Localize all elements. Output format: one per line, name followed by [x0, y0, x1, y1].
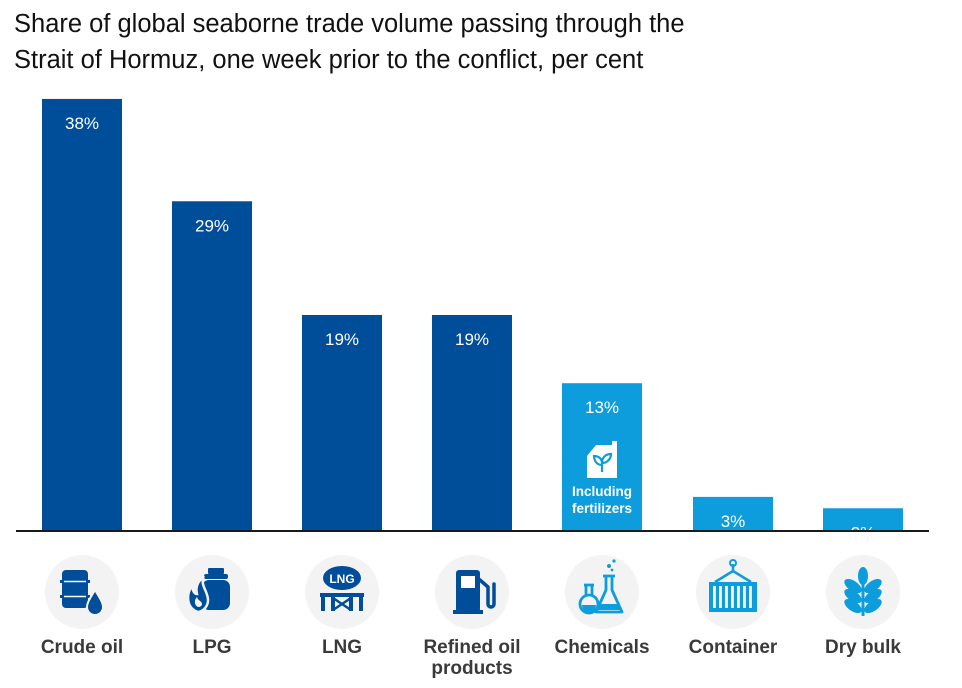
- category-label: Refined oil: [423, 637, 520, 658]
- bar-crude-oil: [42, 98, 122, 531]
- category-label: Chemicals: [554, 637, 649, 658]
- category-label: LPG: [192, 637, 231, 658]
- svg-text:LNG: LNG: [329, 572, 354, 586]
- chart-title-line-1: Share of global seaborne trade volume pa…: [14, 10, 685, 38]
- wheat-icon: [826, 555, 900, 629]
- category-label: LNG: [322, 637, 362, 658]
- bar-value-label: 38%: [65, 114, 99, 133]
- bar-refined-oil-products: [432, 314, 512, 531]
- annotation-text: Including: [572, 484, 632, 499]
- category-label: Dry bulk: [825, 637, 901, 658]
- fertilizer-canister-icon: [587, 441, 617, 478]
- bar-value-label: 29%: [195, 216, 229, 235]
- chart-title: Share of global seaborne trade volume pa…: [14, 6, 944, 78]
- lab-flasks-icon: [565, 555, 639, 629]
- category-label: products: [431, 658, 512, 679]
- bar-lng: [302, 314, 382, 531]
- bar-value-label: 2%: [851, 523, 876, 542]
- lng-tank-icon: LNG: [305, 555, 379, 629]
- bar-value-label: 19%: [455, 330, 489, 349]
- oil-barrel-icon: [45, 555, 119, 629]
- shipping-container-icon: [696, 555, 770, 629]
- bar-value-label: 3%: [721, 512, 746, 531]
- bar-lpg: [172, 201, 252, 531]
- bar-dry-bulk: [823, 508, 903, 531]
- annotation-text: fertilizers: [572, 501, 632, 516]
- fuel-pump-icon: [435, 555, 509, 629]
- chart-title-line-2: Strait of Hormuz, one week prior to the …: [14, 46, 644, 74]
- bar-container: [693, 496, 773, 531]
- gas-cylinder-icon: [175, 555, 249, 629]
- bar-value-label: 19%: [325, 330, 359, 349]
- category-label: Crude oil: [41, 637, 123, 658]
- category-label: Container: [689, 637, 778, 658]
- bar-value-label: 13%: [585, 398, 619, 417]
